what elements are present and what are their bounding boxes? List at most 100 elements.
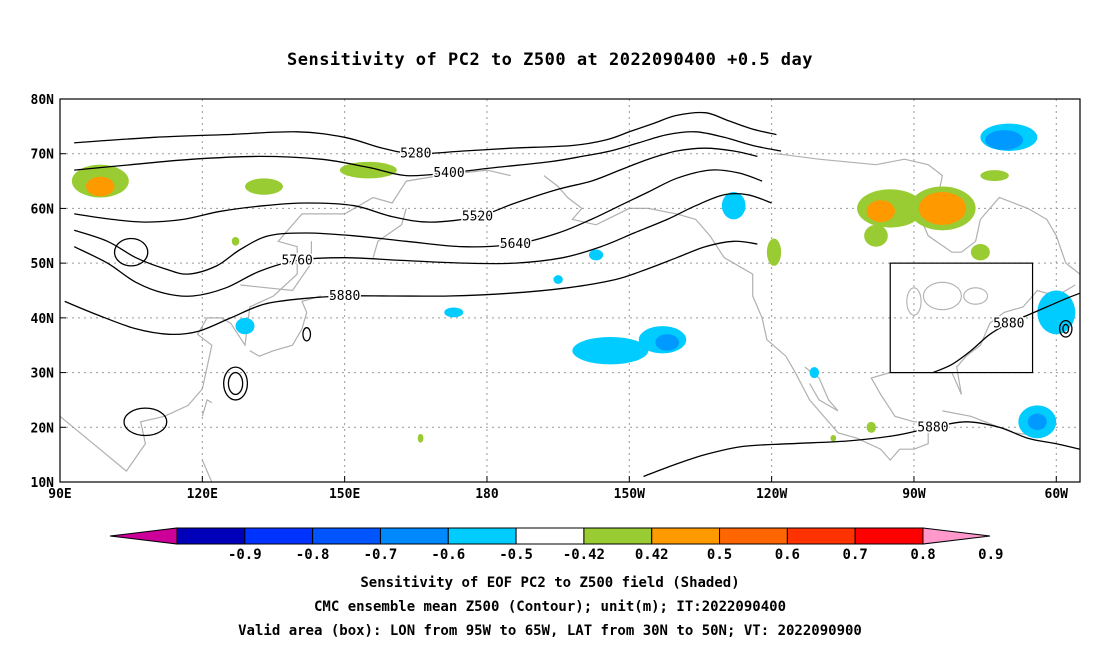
valid-area-box xyxy=(889,262,1034,374)
y-tick-label: 60N xyxy=(31,202,55,217)
colorbar-label: 0.7 xyxy=(843,547,868,563)
contour-line xyxy=(74,111,777,155)
axis-ticks: 90E 120E 150E 180 150W 120W 90W 60W 80N 70N 60N 50N… xyxy=(31,93,1069,502)
y-tick-label: 50N xyxy=(31,257,55,272)
shaded-region xyxy=(572,337,649,365)
shaded-regions xyxy=(71,123,1076,443)
colorbar-box xyxy=(651,527,721,545)
coastline xyxy=(201,459,213,482)
footer-line-3: Valid area (box): LON from 95W to 65W, L… xyxy=(238,623,862,639)
colorbar-box xyxy=(379,527,449,545)
x-tick-label: 180 xyxy=(475,487,499,502)
colorbar-label: 0.9 xyxy=(978,547,1003,563)
colorbar-box xyxy=(583,527,653,545)
contour-closure xyxy=(223,366,249,401)
contour-label: 5640 xyxy=(500,237,531,252)
shaded-region xyxy=(417,433,424,443)
chart-title: Sensitivity of PC2 to Z500 at 2022090400… xyxy=(286,50,813,70)
x-tick-label: 120E xyxy=(187,487,218,502)
x-tick-label: 150W xyxy=(614,487,645,502)
colorbar-label: 0.5 xyxy=(707,547,732,563)
contour-label: 5520 xyxy=(462,210,493,225)
colorbar-box xyxy=(515,527,585,545)
shaded-region xyxy=(86,176,115,197)
contour-closure xyxy=(302,327,312,342)
contour-label: 5280 xyxy=(400,147,431,162)
colorbar-label: -0.6 xyxy=(431,547,465,563)
coastline xyxy=(942,410,1038,437)
x-tick-label: 90E xyxy=(48,487,71,502)
shaded-region xyxy=(866,421,876,433)
shaded-region xyxy=(245,178,283,195)
colorbar-box xyxy=(176,527,246,545)
contour-label: 5880 xyxy=(993,316,1024,331)
colorbar-label: -0.9 xyxy=(228,547,262,563)
colorbar-label: -0.42 xyxy=(563,547,605,563)
x-tick-label: 120W xyxy=(756,487,787,502)
shaded-region xyxy=(235,317,255,335)
coastline xyxy=(249,295,322,357)
x-tick-label: 60W xyxy=(1045,487,1069,502)
shaded-region xyxy=(866,200,895,223)
shaded-region xyxy=(721,192,746,220)
coastline xyxy=(543,175,1076,462)
coastline xyxy=(60,169,511,472)
shaded-region xyxy=(339,161,397,179)
contour-line xyxy=(74,169,763,275)
contour-line xyxy=(74,147,758,223)
shaded-region xyxy=(1037,290,1076,335)
y-tick-label: 70N xyxy=(31,148,55,163)
shaded-region xyxy=(444,307,464,318)
shaded-region xyxy=(864,224,888,247)
contour-line xyxy=(932,292,1080,374)
footer-line-1: Sensitivity of EOF PC2 to Z500 field (Sh… xyxy=(360,575,740,591)
colorbar-low-triangle xyxy=(109,527,178,545)
shaded-region xyxy=(985,130,1024,150)
contour-label: 5880 xyxy=(329,289,360,304)
lake-outline xyxy=(922,281,962,311)
contour-closure xyxy=(1058,319,1073,338)
shaded-region xyxy=(766,238,782,266)
contour-label: 5760 xyxy=(282,253,313,268)
contour-label: 5400 xyxy=(433,166,464,181)
colorbar-box xyxy=(786,527,856,545)
contour-closure xyxy=(227,371,244,396)
contour-closure xyxy=(113,237,149,267)
contour-line xyxy=(73,192,772,297)
contour-label: 5880 xyxy=(917,420,948,435)
x-tick-label: 90W xyxy=(902,487,926,502)
shaded-region xyxy=(970,243,990,261)
shaded-region xyxy=(830,434,837,442)
shaded-region xyxy=(588,249,604,261)
shaded-region xyxy=(655,334,680,351)
shaded-region xyxy=(980,170,1009,182)
contour-closure xyxy=(123,407,168,437)
y-tick-label: 80N xyxy=(31,93,55,108)
shaded-region xyxy=(1027,413,1047,431)
valid-area-rect xyxy=(889,262,1034,374)
footer-line-2: CMC ensemble mean Z500 (Contour); unit(m… xyxy=(313,599,786,615)
colorbar-label: 0.42 xyxy=(635,547,669,563)
colorbar-label: 0.6 xyxy=(775,547,800,563)
y-tick-label: 30N xyxy=(31,367,55,382)
contour-line xyxy=(643,421,1080,478)
plot-frame xyxy=(59,98,1081,483)
colorbar-box xyxy=(312,527,381,545)
coastlines xyxy=(60,153,1080,482)
coastline xyxy=(201,398,213,417)
contour-closure xyxy=(1062,323,1070,334)
colorbar-high-triangle xyxy=(922,527,991,545)
colorbar-label: -0.5 xyxy=(499,547,533,563)
coastline xyxy=(776,153,1080,275)
shaded-region xyxy=(809,367,820,379)
coastline xyxy=(372,208,407,258)
shaded-region xyxy=(231,236,240,246)
colorbar-box xyxy=(854,527,924,545)
lake-outline xyxy=(963,287,989,305)
colorbar-label: -0.8 xyxy=(296,547,330,563)
shaded-region xyxy=(553,275,563,284)
contour-line xyxy=(74,131,782,177)
